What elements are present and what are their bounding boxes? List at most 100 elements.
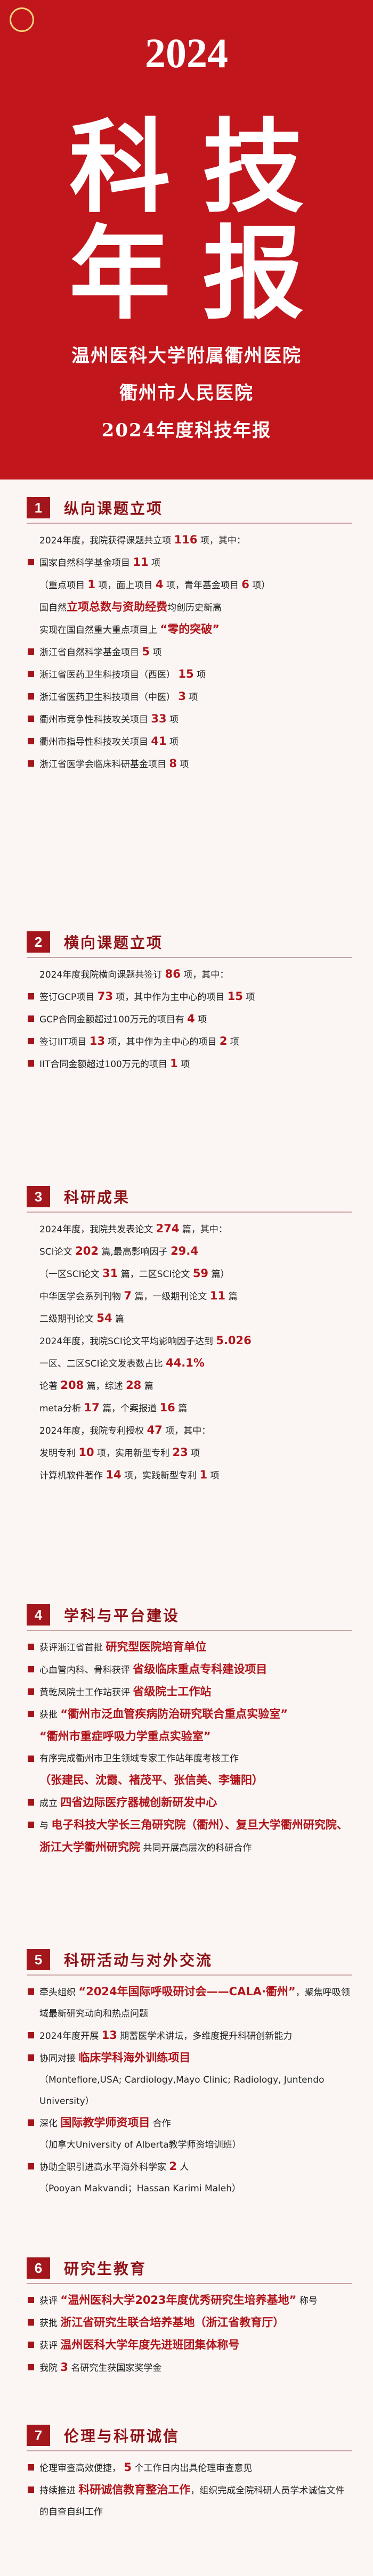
- bullet: [28, 1038, 34, 1044]
- text: 2024年度，我院获得课题共立项: [39, 535, 174, 546]
- text: （重点项目: [39, 580, 88, 591]
- text: 我院: [39, 2363, 61, 2374]
- text: 期蓄医学术讲坛，多维度提升科研创新能力: [117, 2031, 293, 2042]
- highlight: 四省边际医疗器械创新研发中心: [60, 1796, 217, 1809]
- text: 篇: [225, 1291, 238, 1302]
- section-header: 6 研究生教育: [27, 2253, 352, 2284]
- section-header: 5 科研活动与对外交流: [27, 1945, 352, 1976]
- text: 中华医学会系列刊物: [39, 1291, 124, 1302]
- text: 项: [166, 714, 179, 725]
- text: 2024年度我院横向课题共签订: [39, 970, 165, 980]
- text-line: 黄乾凤院士工作站获评 省级院士工作站: [27, 1681, 352, 1703]
- highlight: 59: [192, 1267, 209, 1280]
- text: 均创历史新高: [167, 603, 222, 613]
- text: 2024年度开展: [39, 2031, 102, 2042]
- text-line: 牵头组织 “2024年国际呼吸研讨会——CALA·衢州”，聚焦呼吸领域最新研究动…: [27, 1981, 352, 2025]
- highlight: 208: [60, 1379, 84, 1392]
- highlight: 33: [151, 712, 167, 725]
- text: 二级期刊论文: [39, 1314, 97, 1324]
- bullet: [28, 2054, 34, 2061]
- text-line: 中华医学会系列刊物 7 篇，一级期刊论文 11 篇: [27, 1285, 352, 1307]
- text: 篇，二区SCI论文: [118, 1269, 193, 1280]
- text: 项: [193, 670, 206, 680]
- header: 2024 科技 年报 温州医科大学附属衢州医院 衢州市人民医院 2024年度科技…: [0, 0, 373, 480]
- text-line: 获评 “温州医科大学2023年度优秀研究生培养基地” 称号: [27, 2289, 352, 2312]
- text-line: 获批 浙江省研究生联合培养基地（浙江省教育厅）: [27, 2312, 352, 2334]
- text: 称号: [296, 2296, 318, 2306]
- text: （Montefiore,USA; Cardiology,Mayo Clinic;…: [39, 2075, 325, 2107]
- text-line: 协同对接 临床学科海外训练项目: [27, 2047, 352, 2069]
- section: 1 纵向课题立项 2024年度，我院获得课题共立项 116 项，其中： 国家自然科学基…: [27, 493, 352, 775]
- section: 3 科研成果 2024年度，我院共发表论文 274 篇，其中： SCI论文 202 篇…: [27, 1182, 352, 1486]
- subtitle: 衢州市人民医院: [119, 383, 254, 404]
- highlight: 11: [133, 556, 149, 568]
- text: 签订IIT项目: [39, 1037, 90, 1047]
- highlight: 16: [159, 1401, 175, 1414]
- bullet: [28, 559, 34, 565]
- text: 获评: [39, 2296, 61, 2306]
- text: 篇）: [208, 1269, 230, 1280]
- big-title: 科技: [69, 108, 336, 226]
- bullet: [28, 1060, 34, 1067]
- highlight: 23: [172, 1446, 188, 1459]
- text-line: 发明专利 10 项，实用新型专利 23 项: [27, 1442, 352, 1464]
- year: 2024: [145, 30, 228, 76]
- text-line: “衢州市重症呼吸力学重点实验室”: [27, 1726, 352, 1748]
- text-line: 二级期刊论文 54 篇: [27, 1307, 352, 1330]
- bullet: [28, 1822, 34, 1828]
- highlight: 29.4: [171, 1245, 198, 1257]
- text-line: 签订IIT项目 13 项，其中作为主中心的项目 2 项: [27, 1030, 352, 1053]
- text: 项）: [249, 580, 271, 591]
- text: 论著: [39, 1381, 61, 1392]
- highlight: 44.1%: [166, 1356, 205, 1369]
- highlight: 电子科技大学长三角研究院（衢州）、复旦大学衢州研究院、浙江大学衢州研究院: [39, 1818, 348, 1854]
- text-line: 2024年度，我院共发表论文 274 篇，其中：: [27, 1218, 352, 1240]
- text: 获评: [39, 2341, 61, 2351]
- text: 项，实用新型专利: [94, 1448, 173, 1459]
- text: 篇，一级期刊论文: [132, 1291, 210, 1302]
- highlight: 86: [165, 968, 181, 980]
- bullet: [28, 1015, 34, 1022]
- text: 衢州市竞争性科技攻关项目: [39, 714, 151, 725]
- text: 浙江省医学会临床科研基金项目: [39, 759, 169, 770]
- highlight: 116: [174, 533, 198, 546]
- text-line: 深化 国际教学师资项目 合作: [27, 2112, 352, 2134]
- text: 浙江省自然科学基金项目: [39, 647, 142, 658]
- text-line: （重点项目 1 项，面上项目 4 项，青年基金项目 6 项）: [27, 574, 352, 596]
- logo: [10, 7, 34, 32]
- text: 篇，个案报道: [99, 1403, 160, 1414]
- text-line: 2024年度，我院获得课题共立项 116 项，其中：: [27, 529, 352, 551]
- text-line: IIT合同金额超过100万元的项目 1 项: [27, 1053, 352, 1075]
- section: 6 研究生教育获评 “温州医科大学2023年度优秀研究生培养基地” 称号 获批 浙江…: [27, 2253, 352, 2379]
- text: 持续推进: [39, 2485, 79, 2496]
- text-line: 论著 208 篇，综述 28 篇: [27, 1375, 352, 1397]
- text-line: 2024年度，我院专利授权 47 项，其中：: [27, 1419, 352, 1442]
- text: （Pooyan Makvandi；Hassan Karimi Maleh）: [39, 2183, 241, 2194]
- text: 获批: [39, 1710, 61, 1720]
- bullet: [28, 1666, 34, 1672]
- bullet: [28, 1644, 34, 1650]
- highlight: “衢州市泛血管疾病防治研究联合重点实验室”: [60, 1708, 288, 1720]
- text-line: 心血管内科、骨科获评 省级临床重点专科建设项目: [27, 1659, 352, 1681]
- big-title: 年报: [69, 214, 336, 333]
- text: 项: [150, 647, 162, 658]
- text: ，聚焦呼吸领域最新研究动向和热点问题: [39, 1987, 350, 2019]
- text-line: meta分析 17 篇，个案报道 16 篇: [27, 1397, 352, 1419]
- text: 项: [188, 1448, 200, 1459]
- text-line: 浙江省医药卫生科技项目（中医） 3 项: [27, 686, 352, 708]
- bullet: [28, 693, 34, 700]
- section-title: 横向课题立项: [64, 934, 164, 952]
- bullet: [28, 738, 34, 744]
- section-title: 研究生教育: [64, 2260, 147, 2278]
- text: 与: [39, 1821, 52, 1831]
- text: 国家自然科学基金项目: [39, 558, 133, 568]
- highlight: 1: [170, 1057, 178, 1070]
- text-line: 衢州市指导性科技攻关项目 41 项: [27, 730, 352, 753]
- text-line: 获批 “衢州市泛血管疾病防治研究联合重点实验室”: [27, 1703, 352, 1726]
- section-number: 1: [27, 497, 50, 518]
- highlight: 202: [75, 1245, 99, 1257]
- highlight: 3: [60, 2361, 69, 2374]
- highlight: 5: [124, 2461, 132, 2474]
- text-line: 衢州市竞争性科技攻关项目 33 项: [27, 708, 352, 730]
